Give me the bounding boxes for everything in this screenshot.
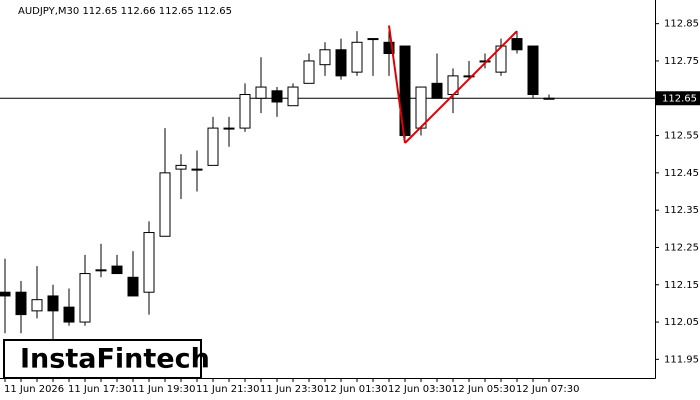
candle-body [223, 127, 235, 130]
candle-body [239, 94, 251, 129]
candle-body [207, 127, 219, 166]
candle-body [415, 86, 427, 129]
candle-body [351, 41, 363, 73]
candle-body [463, 75, 475, 78]
candle-body [335, 49, 347, 77]
candle-body [191, 168, 203, 171]
candle-body [367, 38, 379, 41]
x-tick-label: 12 Jun 03:30 [388, 384, 452, 395]
candle-body [143, 232, 155, 293]
candle-body [399, 45, 411, 137]
candle-body [15, 291, 27, 316]
y-tick-label: 112.25 [664, 242, 699, 253]
candle-body [0, 291, 11, 297]
candle-body [63, 306, 75, 323]
pattern-line [388, 25, 406, 144]
x-tick-label: 11 Jun 21:30 [196, 384, 260, 395]
y-tick-label: 112.55 [664, 131, 699, 142]
y-tick-label: 111.95 [664, 354, 699, 365]
x-tick-label: 12 Jun 07:30 [516, 384, 580, 395]
x-tick-label: 11 Jun 2026 [4, 384, 64, 395]
y-tick-label: 112.15 [664, 280, 699, 291]
candle-body [527, 45, 539, 96]
y-tick-label: 112.05 [664, 317, 699, 328]
candle-body [47, 295, 59, 312]
candle-body [383, 41, 395, 54]
y-tick-label: 112.45 [664, 168, 699, 179]
x-tick-label: 11 Jun 19:30 [132, 384, 196, 395]
candle-body [543, 97, 555, 100]
pattern-line [404, 30, 518, 144]
candle-body [127, 276, 139, 297]
candle-body [159, 172, 171, 237]
x-tick-label: 11 Jun 23:30 [260, 384, 324, 395]
chart-header: AUDJPY,M30 112.65 112.66 112.65 112.65 [18, 6, 232, 17]
candle-body [95, 269, 107, 272]
x-tick-label: 11 Jun 17:30 [68, 384, 132, 395]
candle-body [271, 90, 283, 103]
candle-body [319, 49, 331, 66]
y-tick-label: 112.85 [664, 19, 699, 30]
candle-body [31, 299, 43, 312]
candle-body [79, 273, 91, 323]
y-tick-label: 112.35 [664, 205, 699, 216]
x-tick-label: 12 Jun 05:30 [452, 384, 516, 395]
candle-body [431, 82, 443, 99]
candle-body [175, 164, 187, 170]
brand-box [3, 339, 202, 379]
candle-body [111, 265, 123, 275]
candle-body [511, 38, 523, 51]
candle-body [303, 60, 315, 84]
y-tick-label: 112.75 [664, 56, 699, 67]
current-price-label: 112.65 [662, 93, 697, 104]
brand-text: InstaFintech [20, 344, 210, 375]
candle-body [255, 86, 267, 99]
candle-body [287, 86, 299, 107]
x-tick-label: 12 Jun 01:30 [324, 384, 388, 395]
current-price-box [656, 91, 700, 106]
